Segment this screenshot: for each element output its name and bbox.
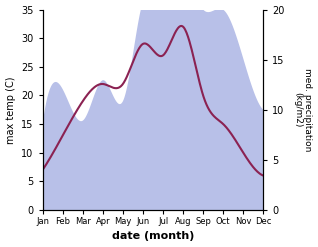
Y-axis label: med. precipitation
(kg/m2): med. precipitation (kg/m2) <box>293 68 313 151</box>
Y-axis label: max temp (C): max temp (C) <box>5 76 16 144</box>
X-axis label: date (month): date (month) <box>112 231 194 242</box>
